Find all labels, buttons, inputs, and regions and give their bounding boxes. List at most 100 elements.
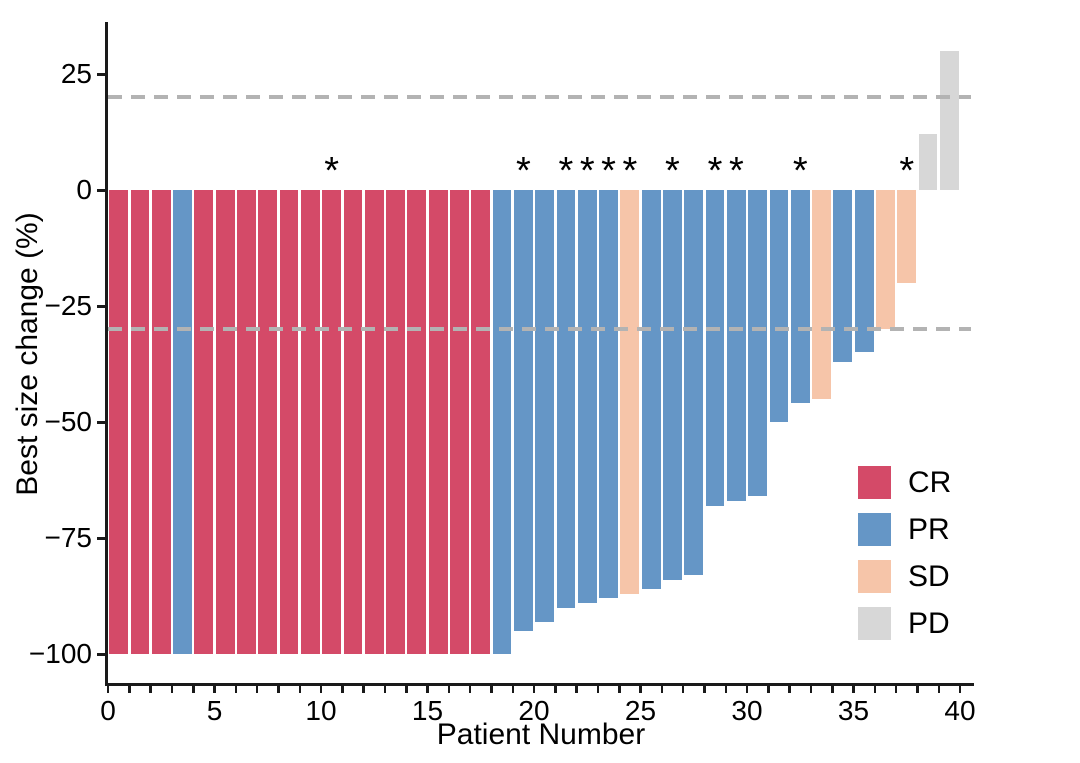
x-tick-7 — [255, 686, 259, 693]
x-tick-23 — [596, 686, 600, 693]
x-tick-9 — [298, 686, 301, 693]
bar-patient-2 — [130, 190, 150, 654]
y-tick--25 — [97, 304, 105, 308]
x-tick-14 — [405, 686, 408, 693]
significance-asterisk-patient-38: * — [899, 150, 915, 192]
bar-patient-15 — [407, 190, 427, 654]
reference-line-minus30 — [108, 327, 971, 332]
legend-label-PD: PD — [908, 607, 950, 640]
significance-asterisk-patient-25: * — [622, 150, 638, 192]
significance-asterisk-patient-20: * — [515, 150, 531, 192]
bar-patient-29 — [705, 190, 725, 506]
legend-item-SD: SD — [858, 560, 951, 593]
x-tick-15 — [426, 686, 429, 693]
bar-patient-26 — [641, 190, 661, 590]
x-tick-18 — [490, 686, 493, 693]
legend-label-CR: CR — [908, 466, 952, 499]
x-tick-label-25: 25 — [624, 695, 657, 726]
x-tick-40 — [958, 686, 962, 693]
x-tick-label-20: 20 — [518, 695, 550, 726]
x-tick-17 — [468, 686, 472, 693]
x-tick-28 — [703, 686, 706, 693]
y-tick--75 — [97, 536, 105, 540]
bar-patient-22 — [556, 190, 576, 608]
y-tick--100 — [97, 652, 105, 656]
x-tick-label-15: 15 — [411, 695, 444, 726]
x-tick-20 — [532, 686, 536, 693]
x-tick-34 — [831, 686, 834, 693]
x-axis-title: Patient Number — [436, 718, 646, 751]
x-tick-16 — [447, 686, 451, 693]
significance-asterisk-patient-29: * — [707, 150, 723, 192]
x-tick-30 — [745, 686, 749, 693]
bar-patient-32 — [769, 190, 789, 422]
bar-patient-9 — [279, 190, 299, 654]
x-tick-33 — [809, 686, 813, 693]
bar-patient-19 — [492, 190, 512, 654]
bar-patient-40 — [939, 50, 959, 190]
x-tick-36 — [873, 686, 877, 693]
legend-swatch-PR — [858, 513, 891, 546]
bar-patient-18 — [471, 190, 491, 654]
y-tick-label-25: 25 — [60, 58, 92, 89]
x-tick-label-5: 5 — [206, 695, 223, 726]
bar-patient-23 — [577, 190, 597, 603]
x-tick-37 — [894, 686, 898, 693]
x-tick-11 — [341, 686, 344, 693]
bar-patient-12 — [343, 190, 363, 654]
x-tick-31 — [767, 686, 770, 693]
bar-patient-17 — [450, 190, 469, 654]
legend-swatch-SD — [858, 560, 891, 593]
bar-patient-27 — [663, 190, 682, 580]
bar-patient-14 — [386, 190, 405, 654]
significance-asterisk-patient-11: * — [324, 150, 340, 192]
x-tick-8 — [277, 686, 280, 693]
significance-asterisk-patient-23: * — [579, 150, 595, 192]
y-tick-25 — [97, 72, 105, 76]
bar-patient-3 — [151, 190, 171, 654]
bar-patient-39 — [918, 134, 938, 190]
y-axis-line — [105, 22, 108, 686]
x-tick-1 — [128, 686, 131, 693]
x-tick-22 — [575, 686, 578, 693]
bar-patient-8 — [258, 190, 278, 654]
x-tick-29 — [724, 686, 727, 693]
bar-patient-16 — [428, 190, 448, 654]
y-tick-label--100: −100 — [28, 638, 92, 669]
x-tick-35 — [852, 686, 855, 693]
bar-patient-7 — [237, 190, 256, 654]
x-tick-27 — [681, 686, 685, 693]
x-tick-26 — [660, 686, 664, 693]
significance-asterisk-patient-30: * — [728, 150, 744, 192]
x-tick-3 — [170, 686, 174, 693]
x-tick-2 — [149, 686, 152, 693]
y-axis-title: Best size change (%) — [11, 212, 44, 496]
legend-item-CR: CR — [858, 466, 951, 499]
significance-asterisk-patient-22: * — [558, 150, 574, 192]
bar-patient-20 — [513, 190, 533, 631]
bar-patient-1 — [109, 190, 129, 654]
legend-label-PR: PR — [908, 513, 950, 546]
bar-patient-28 — [684, 190, 704, 576]
y-tick-label--50: −50 — [44, 406, 93, 437]
bar-patient-35 — [833, 190, 853, 362]
bar-patient-5 — [194, 190, 214, 654]
bar-patient-11 — [322, 190, 342, 654]
x-tick-5 — [213, 686, 216, 693]
legend: CR PR SD PD — [858, 466, 951, 654]
y-tick--50 — [97, 420, 105, 424]
x-tick-19 — [511, 686, 514, 693]
legend-label-SD: SD — [908, 560, 950, 593]
bar-patient-33 — [790, 190, 810, 404]
legend-swatch-PD — [858, 607, 891, 640]
bar-patient-13 — [364, 190, 384, 654]
bar-patient-10 — [300, 190, 320, 654]
x-axis-line — [105, 683, 974, 686]
legend-item-PD: PD — [858, 607, 951, 640]
bar-patient-31 — [748, 190, 768, 497]
reference-line-plus20 — [108, 95, 971, 100]
bar-patient-24 — [599, 190, 618, 599]
bar-patient-21 — [535, 190, 555, 622]
y-tick-label-0: 0 — [76, 174, 92, 205]
